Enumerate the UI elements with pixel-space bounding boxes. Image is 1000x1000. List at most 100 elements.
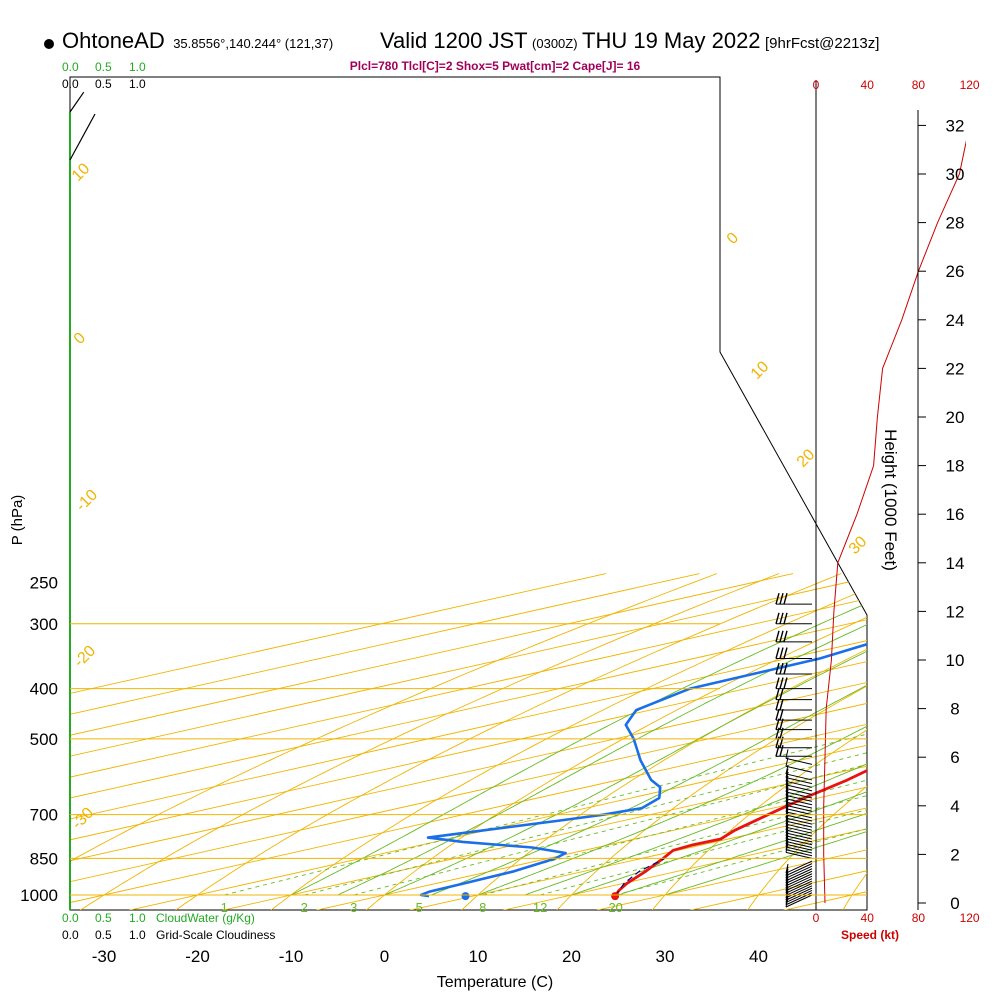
valid-zulu: (0300Z) xyxy=(532,36,578,51)
dry-adiabat-line xyxy=(454,573,867,910)
dewpoint-curve xyxy=(419,598,867,898)
wind-barb xyxy=(785,808,813,816)
height-tick-label: 12 xyxy=(946,602,965,621)
cl-top-tick-2: 1.0 xyxy=(129,77,146,91)
wind-barb-feather xyxy=(785,799,789,809)
cw-bottom-tick-2: 1.0 xyxy=(129,911,146,925)
isotherm-line xyxy=(70,573,607,910)
wind-barb xyxy=(785,882,813,896)
temperature-tick-label: 30 xyxy=(656,947,675,966)
wind-barb xyxy=(785,814,813,822)
cw-top-tick-2: 1.0 xyxy=(129,60,146,74)
wind-barb-feather xyxy=(785,874,789,884)
moist-adiabat-line xyxy=(290,582,867,896)
isotherm-line xyxy=(70,573,867,910)
height-tick-label: 28 xyxy=(946,214,965,233)
height-tick-label: 0 xyxy=(950,894,959,913)
wind-barb-flag xyxy=(779,708,784,721)
wind-barb-feather xyxy=(785,796,789,806)
wind-barb xyxy=(785,873,813,887)
height-tick-label: 16 xyxy=(946,505,965,524)
wind-barb xyxy=(785,777,813,785)
dry-adiabat-line xyxy=(550,573,867,910)
isotherm-line xyxy=(475,573,867,910)
dry-adiabat-line xyxy=(647,573,867,910)
speed-top-tick-label: 80 xyxy=(912,78,926,92)
wind-barb-flag xyxy=(775,745,780,757)
isotherm-line xyxy=(70,573,867,910)
valid-time: Valid 1200 JST xyxy=(380,28,528,53)
indices-text: Plcl=780 Tlcl[C]=2 Shox=5 Pwat[cm]=2 Cap… xyxy=(350,59,641,73)
cl-bottom-tick-1: 0.5 xyxy=(95,928,112,942)
pressure-tick-label: 850 xyxy=(30,849,58,868)
cl-bottom-tick-2: 1.0 xyxy=(129,928,146,942)
wind-barb-feather xyxy=(785,879,789,889)
mixing-ratio-label: 2 xyxy=(301,900,308,915)
wind-barb-feather xyxy=(785,749,789,759)
wind-barb xyxy=(785,865,813,879)
wind-barb-feather xyxy=(785,782,789,793)
mixing-ratio-label: 1 xyxy=(221,900,228,915)
y-axis-title: P (hPa) xyxy=(9,495,26,546)
station-name: OhtoneAD xyxy=(62,28,165,53)
wind-barb-flag xyxy=(779,612,784,624)
wind-barb-feather xyxy=(785,881,789,891)
wind-barb-feather xyxy=(785,815,789,825)
wind-barb xyxy=(785,875,813,889)
pressure-tick-label: 1000 xyxy=(20,886,58,905)
mixing-ratio-label: 5 xyxy=(416,900,423,915)
wind-barb xyxy=(785,817,813,825)
valid-date: THU 19 May 2022 xyxy=(582,28,761,53)
height-tick-label: 10 xyxy=(946,651,965,670)
x-axis-title: Temperature (C) xyxy=(437,974,553,991)
temperature-tick-label: 40 xyxy=(749,947,768,966)
wind-barb-flag xyxy=(779,647,784,659)
wind-barb-flag xyxy=(783,647,788,659)
wind-barb xyxy=(785,826,813,834)
isotherm-label: -20 xyxy=(71,642,99,670)
isotherm-line xyxy=(101,573,867,910)
isotherm-label: 0 xyxy=(71,329,89,347)
isotherm-label: 20 xyxy=(794,446,819,471)
wind-barb-flag xyxy=(775,698,780,711)
wind-barb xyxy=(785,784,813,792)
wind-barb xyxy=(785,798,813,806)
wind-barb-flag xyxy=(779,745,784,757)
wind-barb xyxy=(785,765,813,773)
cloudwater-label: CloudWater (g/Kg) xyxy=(156,911,255,925)
wind-barb-feather xyxy=(785,793,789,803)
speed-bottom-tick-label: 0 xyxy=(813,911,820,925)
station-bullet-icon xyxy=(44,38,54,49)
wind-barb xyxy=(785,801,813,809)
height-tick-label: 14 xyxy=(946,554,965,573)
speed-top-tick-label: 40 xyxy=(861,78,875,92)
cloudiness-axis-line xyxy=(69,91,85,113)
dry-adiabat-line xyxy=(936,574,1000,917)
wind-barb-feather xyxy=(785,871,789,881)
wind-barb xyxy=(785,894,813,908)
wind-barb-flag xyxy=(775,647,780,659)
cw-top-tick-0: 0.0 xyxy=(62,60,79,74)
dry-adiabat-line xyxy=(839,573,867,910)
height-tick-label: 8 xyxy=(950,700,959,719)
cl-top-tick-1: 0.5 xyxy=(95,77,112,91)
wind-barb xyxy=(785,843,813,851)
speed-axis-title: Speed (kt) xyxy=(841,928,899,942)
isotherm-line xyxy=(194,573,867,910)
moist-adiabat-line xyxy=(384,582,867,896)
dry-adiabat-line xyxy=(358,573,867,910)
dry-adiabat-line xyxy=(70,573,718,910)
wind-barb-flag xyxy=(775,677,780,689)
wind-barb-flag xyxy=(775,688,780,700)
wind-barb-flag xyxy=(779,688,784,700)
isotherm-label: -10 xyxy=(73,486,101,514)
wind-barb-feather xyxy=(785,818,789,828)
wind-barb-flag xyxy=(779,592,784,605)
wind-barb xyxy=(785,889,813,903)
isotherm-label: 30 xyxy=(846,533,871,558)
dry-adiabat-line xyxy=(70,573,780,910)
wind-barb xyxy=(785,880,813,894)
isotherm-line xyxy=(755,573,867,910)
pressure-tick-label: 700 xyxy=(30,806,58,825)
wind-barb xyxy=(785,868,813,882)
